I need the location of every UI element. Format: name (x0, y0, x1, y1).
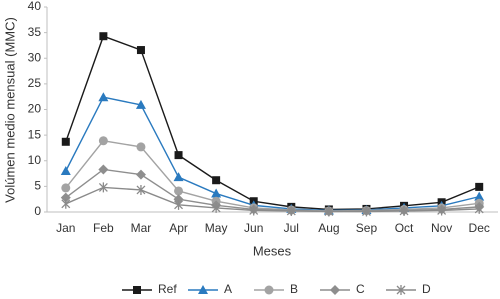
marker (98, 164, 109, 175)
y-tick-label: 30 (28, 50, 42, 64)
x-tick-label: Nov (431, 221, 452, 235)
marker (198, 285, 208, 294)
legend-label: A (224, 282, 232, 296)
x-axis-label: Meses (253, 243, 292, 258)
x-tick-label: Aug (318, 221, 339, 235)
marker (249, 205, 259, 216)
series-line (65, 140, 480, 212)
legend-label: B (290, 282, 298, 296)
marker (396, 285, 406, 295)
legend-label: D (422, 282, 431, 296)
marker (60, 192, 71, 203)
x-tick-label: Jan (56, 221, 75, 235)
marker (173, 172, 184, 182)
marker (399, 205, 409, 216)
marker (136, 46, 145, 55)
x-tick-label: Jun (244, 221, 263, 235)
x-tick-label: Dec (469, 221, 490, 235)
x-tick-label: Feb (93, 221, 114, 235)
marker (135, 99, 146, 109)
marker (474, 191, 485, 201)
marker (135, 169, 146, 180)
y-tick-label: 0 (34, 204, 41, 218)
x-tick-label: May (205, 221, 228, 235)
series-line (65, 96, 480, 212)
marker (264, 285, 274, 295)
y-tick-label: 40 (28, 0, 42, 13)
series-line (65, 35, 480, 211)
marker (61, 198, 71, 209)
marker (61, 137, 70, 146)
series-line (65, 186, 480, 213)
marker (61, 183, 71, 193)
marker (324, 206, 334, 217)
y-tick-label: 25 (28, 76, 42, 90)
marker (98, 182, 108, 193)
y-tick-label: 15 (28, 127, 42, 141)
y-tick-label: 20 (28, 102, 42, 116)
marker (211, 188, 222, 198)
legend-label: Ref (158, 282, 177, 296)
marker (330, 285, 340, 295)
y-tick-label: 5 (34, 179, 41, 193)
marker (174, 199, 184, 210)
x-tick-label: Mar (131, 221, 152, 235)
marker (133, 286, 141, 294)
marker (174, 151, 183, 160)
marker (475, 182, 484, 191)
y-tick-label: 35 (28, 25, 42, 39)
marker (361, 206, 371, 217)
marker (474, 203, 484, 214)
y-axis-label: Volúmen medio mensual (MMC) (2, 17, 17, 203)
marker (174, 186, 184, 196)
marker (98, 136, 108, 146)
marker (286, 205, 296, 216)
marker (99, 32, 108, 41)
marker (136, 184, 146, 195)
y-tick-label: 10 (28, 153, 42, 167)
marker (212, 176, 221, 185)
marker (437, 205, 447, 216)
x-tick-label: Apr (169, 221, 188, 235)
marker (211, 202, 221, 213)
legend-label: C (356, 282, 365, 296)
x-tick-label: Sep (356, 221, 378, 235)
x-tick-label: Jul (284, 221, 299, 235)
marker (136, 142, 146, 152)
x-tick-label: Oct (395, 221, 414, 235)
marker (60, 166, 71, 175)
marker (98, 92, 109, 102)
